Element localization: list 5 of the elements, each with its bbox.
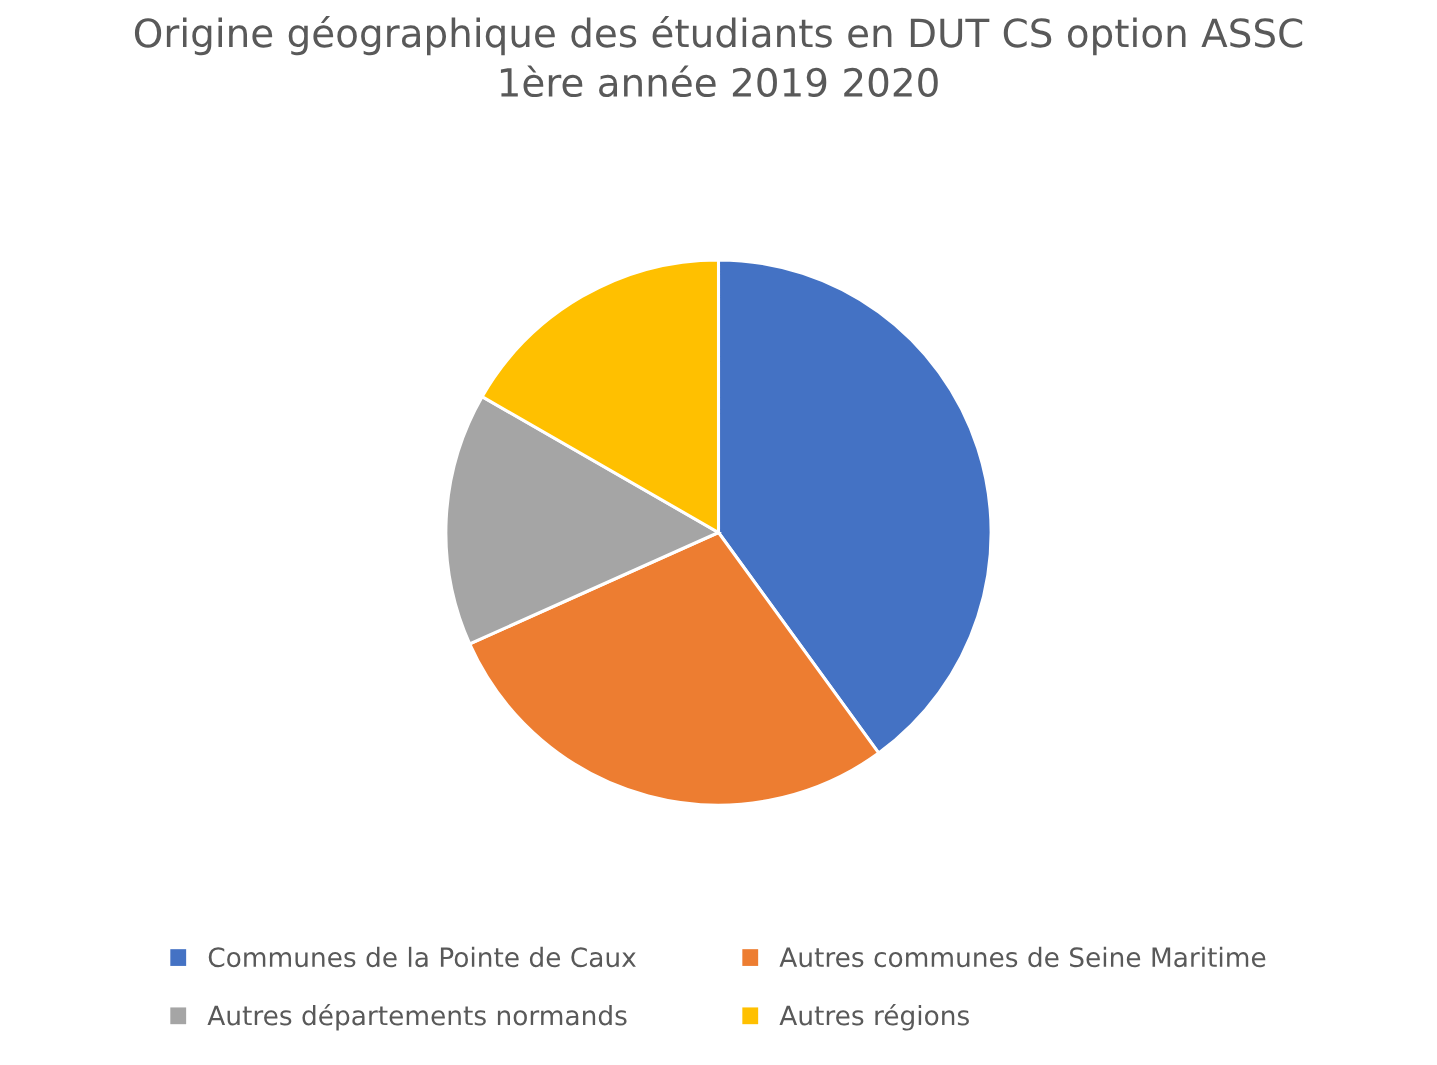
legend-label: Autres régions [779, 1004, 969, 1031]
chart-title: Origine géographique des étudiants en DUT CS option ASSC 1ère année 2019 2020 [134, 15, 1303, 98]
legend-label: Communes de la Pointe de Caux [208, 946, 636, 968]
legend-label: Autres communes de Seine Maritime [779, 946, 1266, 968]
legend-label: Autres départements normands [207, 1004, 627, 1031]
